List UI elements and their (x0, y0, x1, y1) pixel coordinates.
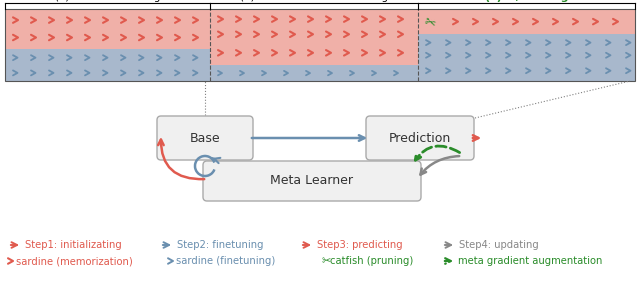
Text: (c) w/ MGAug: (c) w/ MGAug (484, 0, 568, 2)
Bar (5, 9, 635, 81)
Text: sardine (finetuning): sardine (finetuning) (176, 256, 275, 266)
Text: Base: Base (189, 132, 220, 144)
Bar (210, 65, 418, 81)
Text: ✂: ✂ (422, 14, 438, 31)
FancyBboxPatch shape (366, 116, 474, 160)
Text: Step2: finetuning: Step2: finetuning (177, 240, 264, 250)
FancyBboxPatch shape (157, 116, 253, 160)
Text: sardine (memorization): sardine (memorization) (16, 256, 132, 266)
Text: (b) memorization overfitting: (b) memorization overfitting (240, 0, 388, 2)
Text: Step1: initializating: Step1: initializating (25, 240, 122, 250)
Text: (a) norm fine-tuning: (a) norm fine-tuning (55, 0, 160, 2)
Text: Meta Learner: Meta Learner (271, 175, 353, 187)
Text: Step3: predicting: Step3: predicting (317, 240, 403, 250)
Text: ✂: ✂ (322, 256, 332, 266)
Bar (210, 9, 418, 65)
Text: Step4: updating: Step4: updating (459, 240, 539, 250)
FancyBboxPatch shape (203, 161, 421, 201)
Text: catfish (pruning): catfish (pruning) (330, 256, 413, 266)
Bar (5, 9, 210, 49)
Bar (418, 34, 635, 81)
Bar (418, 9, 635, 34)
Text: Prediction: Prediction (389, 132, 451, 144)
Bar (5, 49, 210, 81)
Text: meta gradient augmentation: meta gradient augmentation (458, 256, 602, 266)
